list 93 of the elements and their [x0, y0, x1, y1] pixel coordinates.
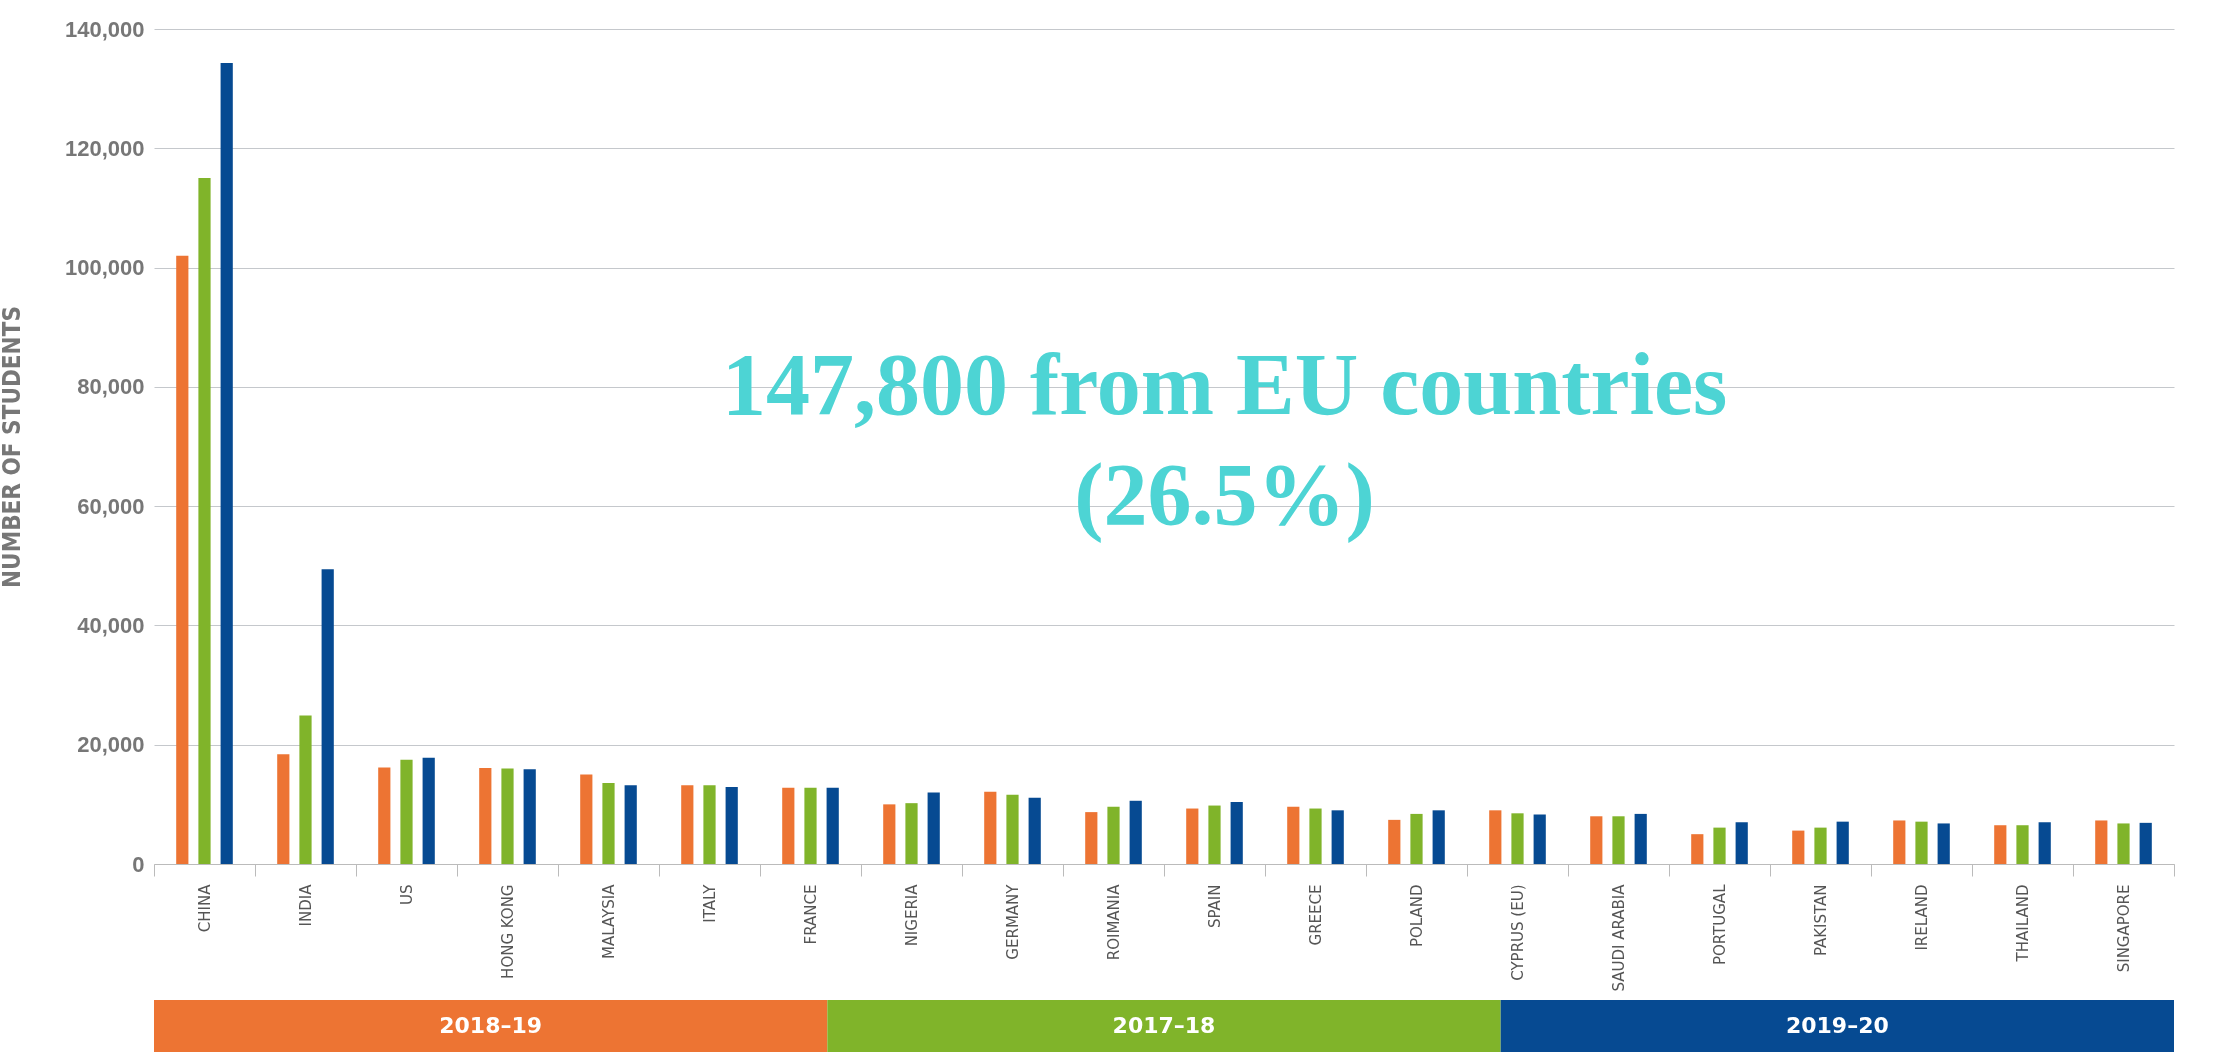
bar [927, 792, 940, 864]
bar [725, 787, 738, 864]
x-tick-label: ROIMANIA [1105, 883, 1123, 961]
bar [984, 791, 997, 864]
x-tick-label: ITALY [701, 883, 719, 923]
x-tick-label: CYPRUS (EU) [1509, 884, 1527, 981]
bar [1186, 808, 1199, 864]
y-tick-label: 140,000 [64, 16, 145, 42]
bar [1331, 810, 1344, 864]
x-tick-label: POLAND [1408, 884, 1426, 948]
bar [2016, 825, 2029, 864]
x-tick-label: SAUDI ARABIA [1610, 883, 1628, 992]
text: 2017–18 [1112, 1013, 1216, 1038]
bar [1691, 834, 1704, 864]
bar [1028, 797, 1041, 864]
x-tick-label: HONG KONG [499, 884, 517, 979]
bar [400, 759, 413, 864]
bar [1085, 812, 1098, 864]
bar [321, 569, 334, 864]
bar [1634, 813, 1647, 864]
bar [299, 715, 312, 864]
bar [1915, 821, 1928, 864]
y-tick-label: 0 [132, 851, 145, 877]
text: 2019–20 [1785, 1013, 1889, 1038]
x-tick-label: THAILAND [2014, 884, 2032, 963]
bar [1410, 813, 1423, 864]
bar [1893, 820, 1906, 864]
bar [905, 803, 918, 864]
bar [1006, 794, 1019, 864]
bar [1388, 819, 1401, 864]
bar [1792, 830, 1805, 864]
bar [479, 767, 492, 864]
text: 2018–19 [439, 1013, 543, 1038]
bar [1432, 810, 1445, 864]
bar [804, 787, 817, 864]
x-tick-label: CHINA [196, 883, 214, 933]
y-tick-label: 20,000 [77, 732, 145, 758]
bar [2095, 820, 2108, 864]
bar [624, 785, 637, 864]
bar [1612, 816, 1625, 864]
x-tick-label: FRANCE [802, 884, 820, 945]
bar [2139, 822, 2152, 864]
x-tick-label: PAKISTAN [1812, 884, 1830, 957]
bar [1208, 805, 1221, 864]
x-tick-label: GERMANY [1004, 883, 1022, 960]
x-tick-label: GREECE [1307, 884, 1325, 946]
bar [501, 768, 514, 864]
x-tick-label: US [398, 884, 416, 906]
bar [523, 769, 536, 864]
bar [1937, 823, 1950, 864]
y-tick-label: 100,000 [64, 255, 145, 281]
bar [1287, 806, 1300, 864]
x-tick-label: MALAYSIA [600, 883, 618, 959]
bar [1735, 822, 1748, 864]
bar [422, 757, 435, 864]
bar [1533, 814, 1546, 864]
y-tick-label: 60,000 [77, 493, 145, 519]
annotation: 147,800 from EU countries (26.5%) [721, 336, 1728, 544]
bar [703, 785, 716, 864]
bar [1590, 816, 1603, 864]
x-tick-label: IRELAND [1913, 884, 1931, 951]
x-tick-label: SPAIN [1206, 884, 1224, 929]
x-tick-label: PORTUGAL [1711, 883, 1729, 966]
y-tick-label: 120,000 [64, 135, 145, 161]
bar [176, 255, 189, 864]
x-tick-label: NIGERIA [903, 883, 921, 947]
bar [883, 804, 896, 864]
bar [277, 754, 290, 864]
bar [1994, 825, 2007, 864]
bar [198, 178, 211, 864]
bar [602, 782, 615, 864]
bar [1230, 801, 1243, 864]
y-tick-label: 40,000 [77, 612, 145, 638]
bar [580, 774, 593, 864]
bar [220, 63, 233, 864]
bar [782, 787, 795, 864]
bar [1713, 827, 1726, 864]
y-axis-title: NUMBER OF STUDENTS [0, 306, 26, 588]
bar [826, 787, 839, 864]
bar [1107, 806, 1120, 864]
bar [1814, 827, 1827, 864]
x-tick-label: INDIA [297, 883, 315, 927]
bar [2117, 823, 2130, 864]
y-tick-label: 80,000 [77, 374, 145, 400]
bar [681, 785, 694, 864]
bar [1309, 808, 1322, 864]
x-tick-label: SINGAPORE [2115, 884, 2133, 973]
bar [1511, 813, 1524, 864]
bar [1129, 800, 1142, 864]
bar [2038, 822, 2051, 864]
bar [1489, 810, 1502, 864]
bar [1836, 821, 1849, 864]
bar [378, 767, 391, 864]
